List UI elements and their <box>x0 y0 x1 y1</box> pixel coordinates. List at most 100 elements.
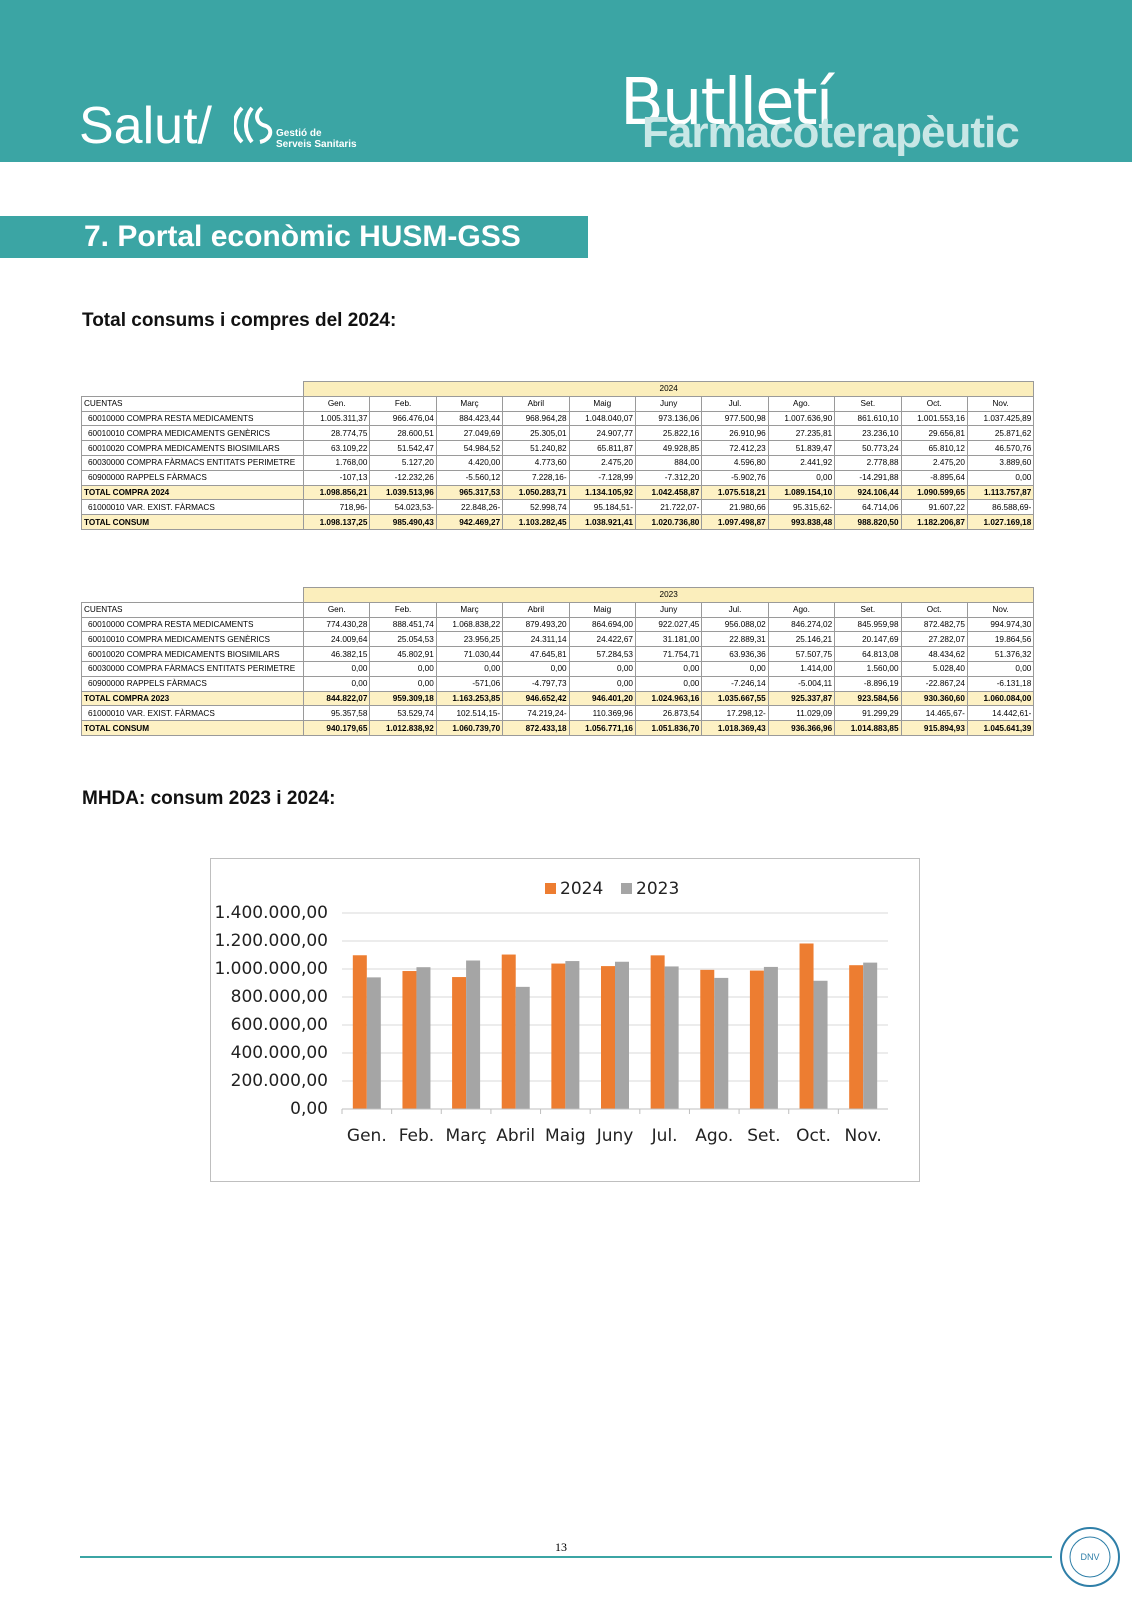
y-tick-label: 1.200.000,00 <box>214 931 328 951</box>
cell: 774.430,28 <box>302 616 371 633</box>
cell: 2.475,20 <box>568 454 636 471</box>
cell: 872.482,75 <box>900 616 968 633</box>
cell: 95.357,58 <box>302 705 371 722</box>
y-tick-label: 800.000,00 <box>231 987 328 1007</box>
row-label: 60010020 COMPRA MEDICAMENTS BIOSIMILARS <box>81 646 304 662</box>
cell: 1.048.040,07 <box>568 410 636 427</box>
cell: 1.134.105,92 <box>568 484 636 501</box>
cell: 46.382,15 <box>302 646 371 662</box>
x-tick-label: Juny <box>596 1126 634 1146</box>
cell: -6.131,18 <box>966 675 1035 692</box>
cell: 54.023,53- <box>369 499 437 516</box>
cell: 74.219,24- <box>502 705 570 722</box>
cell: 14.442,61- <box>966 705 1035 722</box>
cell: 22.889,31 <box>701 631 769 648</box>
cell: -571,06 <box>435 675 504 692</box>
row-label: 60010020 COMPRA MEDICAMENTS BIOSIMILARS <box>81 440 304 456</box>
cell: 1.090.599,65 <box>900 484 968 501</box>
cell: 977.500,98 <box>701 410 769 427</box>
cell: 20.147,69 <box>834 631 902 648</box>
cell: 48.434,62 <box>900 646 968 662</box>
cell: 930.360,60 <box>900 690 968 707</box>
cell: 2.475,20 <box>900 454 968 471</box>
cell: 966.476,04 <box>369 410 437 427</box>
cell: 0,00 <box>634 675 703 692</box>
cell: 1.097.498,87 <box>701 514 769 530</box>
x-tick-label: Nov. <box>845 1126 882 1146</box>
column-header: Juny <box>634 395 703 412</box>
table-row: TOTAL COMPRA 2023 844.822,07 959.309,18 1.1… <box>81 690 1035 707</box>
x-tick-label: Ago. <box>695 1126 733 1146</box>
cell: 1.014.883,85 <box>834 720 902 736</box>
bulletin-title: Butlletí <box>620 66 833 140</box>
cell: 25.054,53 <box>369 631 437 648</box>
cell: 110.369,96 <box>568 705 636 722</box>
table-row: 60010010 COMPRA MEDICAMENTS GENÈRICS 28.7… <box>81 425 1035 442</box>
bar <box>664 966 679 1109</box>
cell: 26.873,54 <box>634 705 703 722</box>
column-header: Nov. <box>966 395 1035 412</box>
cell: 51.839,47 <box>767 440 836 456</box>
cell: -8.896,19 <box>834 675 902 692</box>
cell: 0,00 <box>966 469 1035 486</box>
cell: 25.822,16 <box>634 425 703 442</box>
cell: 63.936,36 <box>701 646 769 662</box>
blank <box>82 382 304 397</box>
column-header: Jul. <box>701 601 769 618</box>
cell: 993.838,48 <box>767 514 836 530</box>
cell: 0,00 <box>568 675 636 692</box>
cell: 57.284,53 <box>568 646 636 662</box>
legend-swatch <box>621 883 632 894</box>
x-tick-label: Oct. <box>796 1126 831 1146</box>
table-row: 60010020 COMPRA MEDICAMENTS BIOSIMILARS 6… <box>81 440 1035 456</box>
year-header: 2024 <box>302 381 1035 397</box>
cell: 65.810,12 <box>900 440 968 456</box>
cell: 0,00 <box>502 660 570 677</box>
cell: 71.030,44 <box>435 646 504 662</box>
cell: 1.005.311,37 <box>302 410 371 427</box>
row-label: 61000010 VAR. EXIST. FÀRMACS <box>81 499 304 516</box>
cell: 1.050.283,71 <box>502 484 570 501</box>
cell: 3.889,60 <box>966 454 1035 471</box>
cell: -107,13 <box>302 469 371 486</box>
cell: 65.811,87 <box>568 440 636 456</box>
year-row: 2024 <box>82 381 1035 397</box>
cell: -14.291,88 <box>834 469 902 486</box>
chart-box: 0,00 200.000,00 400.000,00 600.000,00 800.00… <box>210 858 920 1182</box>
section-title: 7. Portal econòmic HUSM-GSS <box>0 216 588 258</box>
cell: 91.607,22 <box>900 499 968 516</box>
legend-swatch <box>545 883 556 894</box>
cell: 1.068.838,22 <box>435 616 504 633</box>
cell: 915.894,93 <box>900 720 968 736</box>
cell: 52.998,74 <box>502 499 570 516</box>
bulletin-subtitle: Farmacoterapèutic <box>642 108 1020 157</box>
cell: 2.441,92 <box>767 454 836 471</box>
table-wrap: 2024 CUENTAS Gen. Feb. Març Abril Maig Juny Jul.… <box>81 381 1035 530</box>
column-header: Maig <box>568 601 636 618</box>
cell: 1.768,00 <box>302 454 371 471</box>
cell: 1.035.667,55 <box>701 690 769 707</box>
cell: -7.128,99 <box>568 469 636 486</box>
column-header: Gen. <box>302 395 371 412</box>
subtitle: MHDA: consum 2023 i 2024: <box>82 788 336 809</box>
cell: 86.588,69- <box>966 499 1035 516</box>
cell: -22.867,24 <box>900 675 968 692</box>
table-row: 60030000 COMPRA FÀRMACS ENTITATS PERIMET… <box>81 454 1035 471</box>
cell: 50.773,24 <box>834 440 902 456</box>
table-row: TOTAL CONSUM 1.098.137,25 985.490,43 942.46… <box>81 514 1035 530</box>
cell: 0,00 <box>634 660 703 677</box>
table-row: 61000010 VAR. EXIST. FÀRMACS 718,96- 54.02… <box>81 499 1035 516</box>
cell: 1.098.856,21 <box>302 484 371 501</box>
cell: 1.018.369,43 <box>701 720 769 736</box>
row-label: TOTAL CONSUM <box>81 514 304 530</box>
table-row: 60010010 COMPRA MEDICAMENTS GENÈRICS 24.0… <box>81 631 1035 648</box>
cell: 25.146,21 <box>767 631 836 648</box>
cell: 5.028,40 <box>900 660 968 677</box>
table-wrap: 2023 CUENTAS Gen. Feb. Març Abril Maig Juny Jul.… <box>81 587 1035 736</box>
cell: 63.109,22 <box>302 440 371 456</box>
bar <box>714 977 729 1109</box>
row-label: 60900000 RAPPELS FÀRMACS <box>81 675 304 692</box>
bar <box>565 961 580 1109</box>
column-header: CUENTAS <box>81 395 304 412</box>
